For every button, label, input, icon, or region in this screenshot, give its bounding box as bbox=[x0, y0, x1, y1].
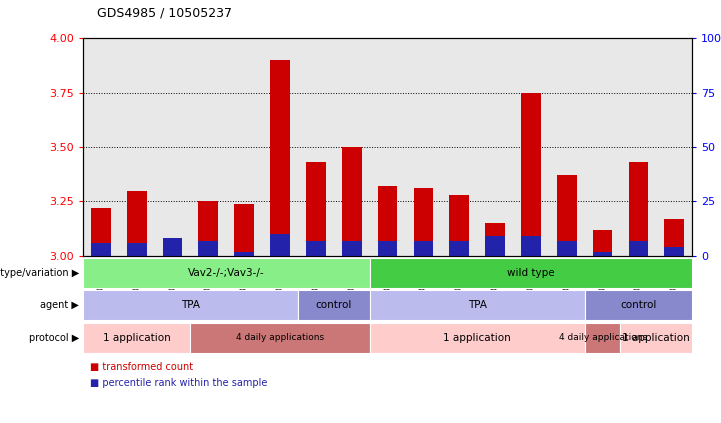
Bar bbox=[593, 252, 612, 256]
Text: 4 daily applications: 4 daily applications bbox=[236, 333, 324, 342]
Text: 1 application: 1 application bbox=[443, 333, 511, 343]
Text: control: control bbox=[316, 300, 352, 310]
Bar bbox=[449, 195, 469, 256]
Bar bbox=[521, 236, 541, 256]
Bar bbox=[629, 241, 648, 256]
Bar bbox=[485, 223, 505, 256]
Bar bbox=[664, 219, 684, 256]
Bar bbox=[306, 241, 326, 256]
Bar bbox=[521, 93, 541, 256]
Text: TPA: TPA bbox=[181, 300, 200, 310]
Bar bbox=[163, 254, 182, 256]
Bar bbox=[414, 188, 433, 256]
Text: genotype/variation ▶: genotype/variation ▶ bbox=[0, 268, 79, 277]
Bar bbox=[414, 241, 433, 256]
Text: 1 application: 1 application bbox=[622, 333, 690, 343]
Bar bbox=[198, 201, 218, 256]
Bar bbox=[198, 241, 218, 256]
Text: TPA: TPA bbox=[468, 300, 487, 310]
Bar bbox=[306, 162, 326, 256]
Bar bbox=[270, 234, 290, 256]
Bar bbox=[449, 241, 469, 256]
Text: 1 application: 1 application bbox=[103, 333, 171, 343]
Bar bbox=[378, 241, 397, 256]
Bar bbox=[91, 208, 111, 256]
Bar bbox=[629, 162, 648, 256]
Bar bbox=[557, 241, 577, 256]
Bar bbox=[557, 175, 577, 256]
Text: Vav2-/-;Vav3-/-: Vav2-/-;Vav3-/- bbox=[188, 268, 265, 277]
Bar bbox=[378, 186, 397, 256]
Text: protocol ▶: protocol ▶ bbox=[29, 333, 79, 343]
Bar bbox=[593, 230, 612, 256]
Text: ■ percentile rank within the sample: ■ percentile rank within the sample bbox=[90, 378, 267, 388]
Text: control: control bbox=[620, 300, 657, 310]
Bar bbox=[234, 252, 254, 256]
Bar bbox=[234, 203, 254, 256]
Text: wild type: wild type bbox=[507, 268, 554, 277]
Bar bbox=[163, 239, 182, 256]
Bar bbox=[664, 247, 684, 256]
Bar bbox=[342, 147, 361, 256]
Bar bbox=[342, 241, 361, 256]
Bar bbox=[91, 243, 111, 256]
Bar bbox=[270, 60, 290, 256]
Bar bbox=[127, 191, 146, 256]
Text: agent ▶: agent ▶ bbox=[40, 300, 79, 310]
Bar bbox=[485, 236, 505, 256]
Bar bbox=[127, 243, 146, 256]
Text: ■ transformed count: ■ transformed count bbox=[90, 362, 193, 372]
Text: 4 daily applications: 4 daily applications bbox=[559, 333, 647, 342]
Text: GDS4985 / 10505237: GDS4985 / 10505237 bbox=[97, 6, 232, 19]
